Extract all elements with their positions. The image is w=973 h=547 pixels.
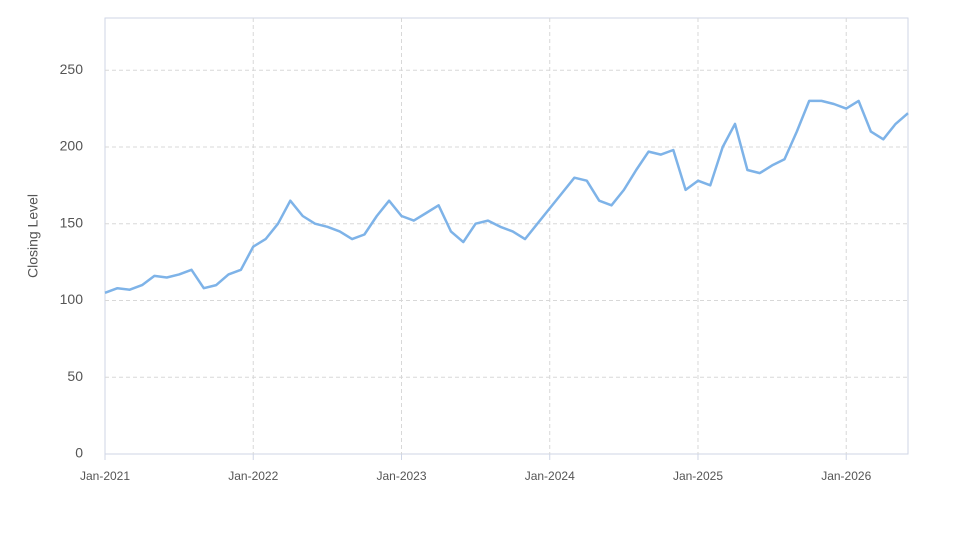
x-tick-label: Jan-2026	[821, 469, 871, 483]
x-tick-label: Jan-2024	[525, 469, 575, 483]
y-tick-label: 150	[60, 214, 84, 230]
y-tick-label: 200	[60, 138, 84, 154]
plot-frame	[104, 17, 909, 455]
y-tick-label: 0	[75, 445, 83, 461]
y-tick-label: 250	[60, 61, 84, 77]
line-series	[104, 99, 909, 294]
x-tick-label: Jan-2023	[376, 469, 426, 483]
y-tick-label: 50	[67, 368, 83, 384]
x-tick-label: Jan-2025	[673, 469, 723, 483]
x-tick-label: Jan-2021	[80, 469, 130, 483]
x-tick-label: Jan-2022	[228, 469, 278, 483]
y-tick-label: 100	[60, 291, 84, 307]
y-axis-label: Closing Level	[25, 194, 41, 278]
